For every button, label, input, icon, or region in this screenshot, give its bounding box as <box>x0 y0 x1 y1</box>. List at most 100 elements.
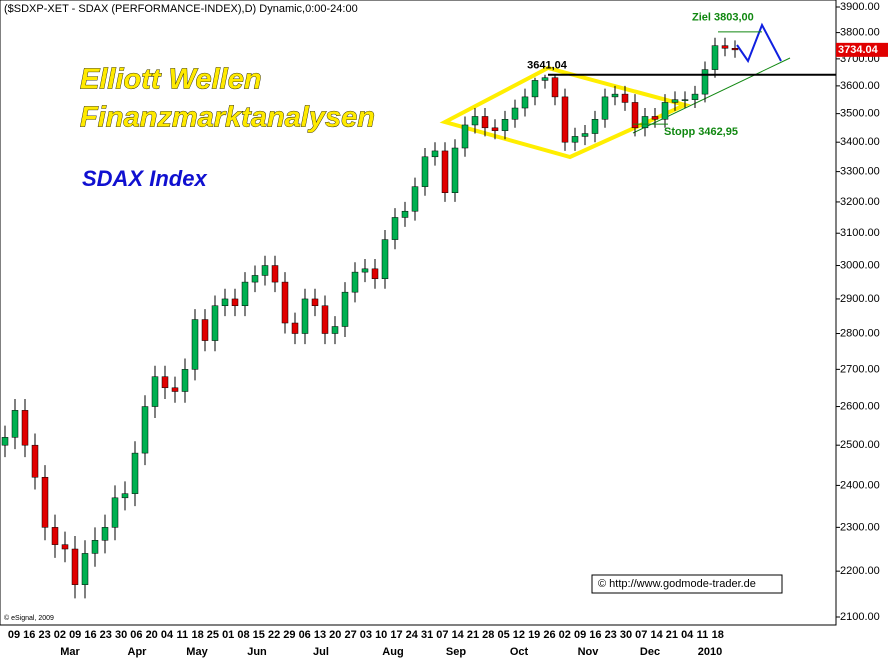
candle-body <box>71 548 79 585</box>
candle-body <box>101 527 109 541</box>
x-month-label: Dec <box>640 646 660 658</box>
candle-body <box>471 116 479 126</box>
candle-body <box>221 298 229 307</box>
trend-line <box>632 57 791 134</box>
candle-body <box>41 476 49 528</box>
x-month-label: Aug <box>382 646 403 658</box>
x-tick-label: 26 <box>543 629 555 641</box>
x-tick-label: 10 <box>375 629 387 641</box>
x-tick-label: 07 <box>635 629 647 641</box>
candle-body <box>431 150 439 158</box>
source: © http://www.godmode-trader.de <box>598 578 756 590</box>
y-tick-label: 3300.00 <box>840 166 880 178</box>
candle-body <box>721 45 729 49</box>
x-tick-label: 20 <box>329 629 341 641</box>
candle-body <box>681 99 689 101</box>
candle-body <box>141 406 149 454</box>
candle-body <box>291 322 299 334</box>
candle-body <box>191 319 199 370</box>
x-tick-label: 19 <box>528 629 540 641</box>
x-tick-label: 28 <box>482 629 494 641</box>
candle-body <box>171 387 179 392</box>
x-tick-label: 18 <box>712 629 724 641</box>
candle-body <box>641 116 649 129</box>
candle-body <box>131 452 139 494</box>
y-tick-label: 3200.00 <box>840 196 880 208</box>
x-tick-label: 16 <box>23 629 35 641</box>
y-tick-label: 3000.00 <box>840 259 880 271</box>
candle-body <box>601 96 609 120</box>
plot-frame <box>0 0 837 626</box>
x-tick-label: 13 <box>314 629 326 641</box>
x-tick-label: 29 <box>283 629 295 641</box>
x-tick-label: 30 <box>115 629 127 641</box>
x-tick-label: 08 <box>237 629 249 641</box>
x-tick-label: 09 <box>8 629 20 641</box>
candle-body <box>481 116 489 129</box>
y-tick-label: 2700.00 <box>840 363 880 375</box>
y-tick-label: 2500.00 <box>840 439 880 451</box>
y-tick-label: 2600.00 <box>840 400 880 412</box>
last-price-label: 3734.04 <box>838 44 879 56</box>
candle-body <box>11 410 19 438</box>
candle-body <box>581 133 589 137</box>
y-tick-label: 3500.00 <box>840 108 880 120</box>
x-tick-label: 23 <box>100 629 112 641</box>
candle-body <box>711 45 719 70</box>
x-tick-label: 09 <box>69 629 81 641</box>
source-box <box>591 574 783 594</box>
y-tick-label: 3100.00 <box>840 227 880 239</box>
y-tick-label: 3600.00 <box>840 80 880 92</box>
x-tick-label: 07 <box>436 629 448 641</box>
x-tick-label: 21 <box>467 629 479 641</box>
projection <box>736 22 782 64</box>
x-tick-label: 06 <box>130 629 142 641</box>
x-tick-label: 21 <box>666 629 678 641</box>
candle-body <box>551 77 559 98</box>
x-month-label: Jul <box>313 646 329 658</box>
x-month-label: Apr <box>128 646 148 658</box>
candle-body <box>441 150 449 193</box>
candle-body <box>111 497 119 528</box>
candle-body <box>631 102 639 129</box>
y-tick-label: 2200.00 <box>840 565 880 577</box>
candle-body <box>281 281 289 324</box>
x-tick-label: 09 <box>574 629 586 641</box>
x-tick-label: 15 <box>253 629 265 641</box>
candle-body <box>311 298 319 307</box>
candle-body <box>381 239 389 280</box>
candle-body <box>31 444 39 478</box>
candle-body <box>691 93 699 100</box>
x-tick-label: 04 <box>681 629 694 641</box>
x-tick-label: 02 <box>54 629 66 641</box>
candle-body <box>51 527 59 545</box>
subtitle: SDAX Index <box>82 166 207 191</box>
candle-body <box>541 77 549 81</box>
candle-body <box>561 96 569 143</box>
candle-body <box>701 69 709 95</box>
y-tick-label: 3900.00 <box>840 1 880 13</box>
credit: © eSignal, 2009 <box>4 614 54 622</box>
x-tick-label: 22 <box>268 629 280 641</box>
x-tick-label: 11 <box>176 629 188 641</box>
candle-body <box>341 291 349 327</box>
candle-body <box>351 271 359 293</box>
candle-body <box>151 376 159 407</box>
candle-body <box>331 326 339 334</box>
x-tick-label: 17 <box>390 629 402 641</box>
x-month-label: Mar <box>60 646 80 658</box>
candle-body <box>301 298 309 334</box>
candle-body <box>21 410 29 446</box>
x-tick-label: 01 <box>222 629 234 641</box>
x-tick-label: 27 <box>344 629 356 641</box>
candle-body <box>411 186 419 212</box>
stop-label: Stopp 3462,95 <box>664 126 738 138</box>
resistance-label: 3641,04 <box>527 60 568 72</box>
x-tick-label: 25 <box>207 629 219 641</box>
y-tick-label: 2400.00 <box>840 479 880 491</box>
candle-body <box>91 540 99 554</box>
candle-body <box>401 210 409 218</box>
x-tick-label: 02 <box>559 629 571 641</box>
